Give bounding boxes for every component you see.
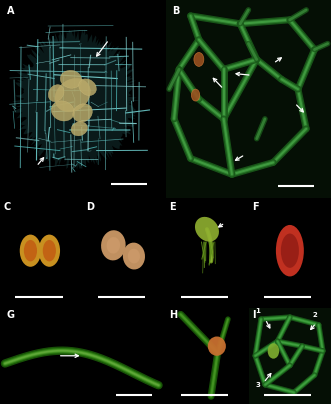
Ellipse shape [107, 237, 120, 254]
Text: A: A [7, 6, 14, 16]
Ellipse shape [20, 235, 41, 267]
Text: E: E [169, 202, 176, 213]
Ellipse shape [71, 122, 87, 136]
Ellipse shape [39, 235, 60, 267]
Ellipse shape [195, 217, 219, 242]
Ellipse shape [55, 78, 90, 112]
Text: D: D [86, 202, 94, 213]
Text: I: I [252, 310, 256, 320]
Ellipse shape [73, 104, 92, 122]
Text: H: H [169, 310, 177, 320]
Ellipse shape [208, 337, 226, 356]
Text: C: C [3, 202, 11, 213]
Ellipse shape [268, 343, 279, 359]
Ellipse shape [43, 240, 56, 261]
Text: G: G [7, 310, 15, 320]
Ellipse shape [276, 225, 304, 276]
Ellipse shape [191, 89, 200, 101]
Ellipse shape [79, 79, 96, 95]
Ellipse shape [101, 230, 126, 261]
Ellipse shape [194, 53, 204, 66]
Text: F: F [252, 202, 259, 213]
Ellipse shape [24, 240, 37, 261]
Ellipse shape [51, 101, 74, 121]
Text: B: B [172, 6, 180, 16]
Text: 2: 2 [313, 312, 318, 318]
Ellipse shape [123, 243, 145, 269]
Text: 3: 3 [255, 382, 260, 388]
Ellipse shape [128, 248, 140, 263]
Ellipse shape [48, 85, 64, 101]
Polygon shape [12, 29, 140, 170]
Text: 1: 1 [255, 308, 260, 314]
Ellipse shape [281, 234, 299, 268]
Ellipse shape [60, 70, 82, 88]
